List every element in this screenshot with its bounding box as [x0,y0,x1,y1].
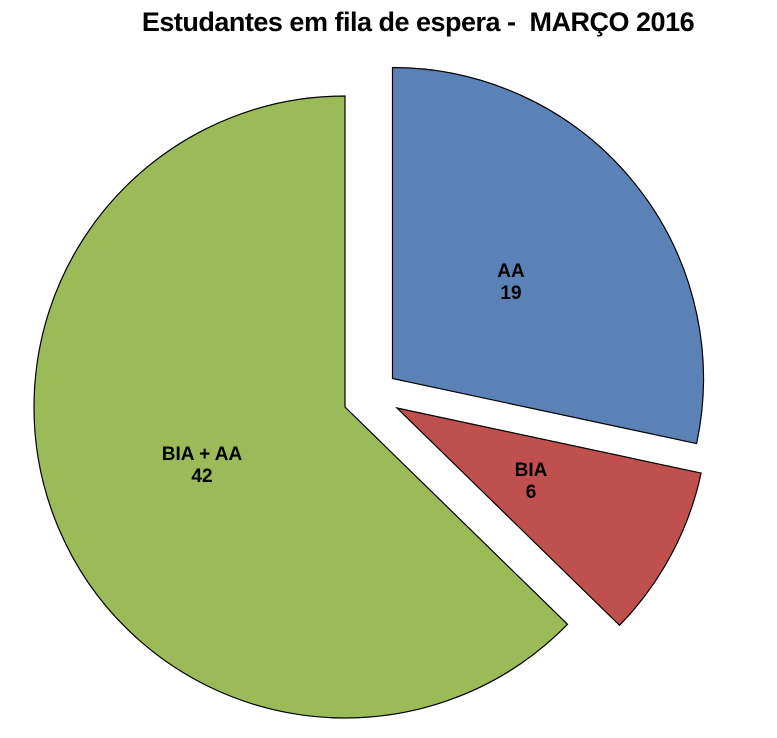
chart-title: Estudantes em fila de espera - MARÇO 201… [141,7,695,37]
pie-slice-bia [395,406,702,627]
slice-label-bia: BIA 6 [515,460,548,503]
pie-slice-bia-aa [33,95,569,719]
slice-label-aa: AA 19 [497,261,525,304]
pie-slice-aa [391,66,705,445]
slice-label-bia-aa: BIA + AA 42 [162,444,243,487]
